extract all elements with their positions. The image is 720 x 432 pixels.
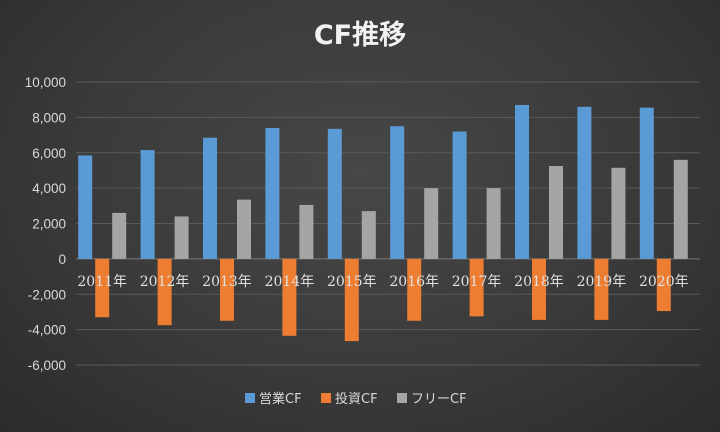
bar-1-6	[390, 126, 405, 259]
legend-label: 投資CF	[335, 391, 378, 407]
bar-3-9	[611, 167, 626, 259]
legend-label: フリーCF	[411, 392, 467, 407]
y-tick-label: 8,000	[32, 110, 66, 125]
bar-2-9	[594, 258, 609, 320]
bar-1-5	[327, 128, 342, 259]
x-tick-label: 2016年	[389, 274, 439, 290]
y-tick-label: 6,000	[32, 146, 66, 161]
y-tick-label: -4,000	[28, 323, 66, 338]
bar-1-8	[515, 104, 529, 259]
y-tick-label: -6,000	[28, 358, 66, 373]
bar-3-10	[673, 159, 688, 259]
bar-3-1	[112, 212, 127, 259]
bar-3-5	[361, 211, 376, 259]
x-tick-label: 2011年	[77, 274, 127, 290]
legend-label: 営業CF	[259, 391, 302, 407]
bar-3-8	[549, 166, 563, 259]
bar-2-8	[532, 258, 546, 320]
bar-1-3	[203, 137, 217, 259]
bar-2-7	[469, 258, 484, 317]
x-tick-label: 2013年	[202, 274, 252, 290]
legend-swatch	[321, 393, 331, 403]
bar-1-7	[452, 131, 467, 259]
bar-2-5	[344, 258, 359, 342]
bar-1-2	[140, 150, 155, 259]
x-tick-label: 2020年	[639, 274, 689, 290]
bar-2-3	[220, 258, 234, 321]
bar-3-7	[486, 188, 501, 259]
x-tick-label: 2017年	[452, 274, 502, 290]
bar-3-2	[174, 216, 189, 259]
x-tick-label: 2012年	[140, 274, 190, 290]
bar-3-4	[299, 204, 314, 259]
x-tick-label: 2015年	[327, 274, 377, 290]
chart-title: CF推移	[314, 20, 406, 51]
bar-1-10	[639, 107, 654, 259]
bar-1-9	[577, 106, 592, 259]
bar-1-4	[265, 127, 280, 259]
bar-2-1	[95, 258, 110, 318]
bar-1-1	[78, 155, 93, 259]
y-tick-label: 2,000	[32, 217, 66, 232]
y-tick-label: 10,000	[25, 75, 66, 90]
y-tick-label: 0	[58, 252, 66, 267]
bar-2-2	[157, 258, 172, 326]
bar-2-4	[282, 258, 297, 336]
x-tick-label: 2018年	[514, 274, 564, 290]
y-tick-label: -2,000	[28, 287, 66, 302]
bar-2-6	[407, 258, 422, 321]
bar-3-6	[424, 188, 439, 259]
legend-swatch	[245, 393, 255, 403]
y-tick-label: 4,000	[32, 181, 66, 196]
bar-3-3	[237, 199, 251, 259]
legend-swatch	[397, 393, 407, 403]
x-tick-label: 2019年	[577, 274, 627, 290]
x-tick-label: 2014年	[265, 274, 315, 290]
bar-2-10	[656, 258, 671, 312]
